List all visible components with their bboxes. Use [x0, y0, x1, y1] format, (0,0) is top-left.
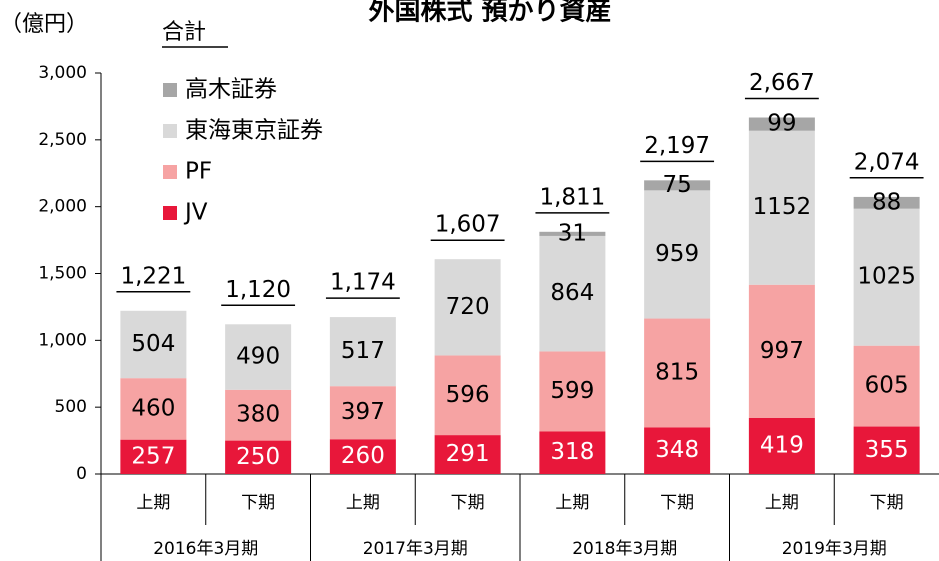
total-label: 2,667	[749, 70, 815, 96]
bar-segment	[539, 431, 606, 474]
y-tick-label: 1,000	[38, 330, 87, 350]
bar-segment	[539, 231, 606, 236]
bar-segment	[120, 310, 187, 379]
data-label: 997	[760, 338, 804, 364]
bar-segment	[539, 235, 606, 352]
bar-segment	[329, 439, 396, 474]
data-label: 31	[558, 220, 587, 246]
y-tick-label: 3,000	[38, 63, 87, 83]
chart-title: 外国株式 預かり資産	[368, 0, 611, 27]
data-label: 504	[131, 331, 175, 357]
data-label: 250	[236, 444, 280, 470]
bar-segment	[748, 284, 815, 418]
total-label: 1,174	[330, 270, 396, 296]
group-label: 2017年3月期	[363, 539, 468, 559]
data-label: 419	[760, 432, 804, 458]
legend-swatch	[163, 206, 177, 220]
bar-segment	[644, 180, 711, 191]
total-label: 1,607	[435, 212, 501, 238]
data-label: 596	[446, 382, 490, 408]
bar-segment	[434, 355, 501, 436]
data-label: 959	[655, 241, 699, 267]
x-tick-label: 下期	[660, 493, 694, 513]
total-label: 1,120	[225, 277, 291, 303]
y-tick-label: 0	[76, 464, 87, 484]
legend-swatch	[163, 83, 177, 97]
bar-segment	[644, 427, 711, 474]
data-label: 318	[550, 439, 594, 465]
bar-segment	[853, 345, 920, 427]
x-tick-label: 下期	[241, 493, 275, 513]
total-label: 1,811	[539, 184, 605, 210]
data-label: 355	[865, 437, 909, 463]
data-label: 260	[341, 443, 385, 469]
bar-segment	[329, 386, 396, 440]
bar-segment	[434, 259, 501, 356]
bar-segment	[329, 317, 396, 387]
total-label: 2,074	[854, 149, 920, 175]
bar-segment	[853, 196, 920, 209]
bar-segment	[748, 117, 815, 131]
bar-segment	[225, 324, 292, 390]
x-tick-label: 下期	[870, 493, 904, 513]
data-label: 257	[131, 443, 175, 469]
legend-swatch	[163, 165, 177, 179]
total-label: 1,221	[120, 263, 186, 289]
data-label: 99	[767, 111, 796, 137]
data-label: 720	[446, 294, 490, 320]
x-tick-label: 上期	[136, 493, 170, 513]
data-label: 490	[236, 344, 280, 370]
group-label: 2018年3月期	[572, 539, 677, 559]
bar-segment	[748, 417, 815, 474]
y-tick-label: 2,500	[38, 130, 87, 150]
data-label: 1025	[857, 264, 916, 290]
group-label: 2019年3月期	[782, 539, 887, 559]
data-label: 348	[655, 437, 699, 463]
data-label: 88	[872, 189, 901, 215]
y-tick-label: 1,500	[38, 264, 87, 284]
legend-label: PF	[185, 159, 212, 185]
total-label: 2,197	[644, 133, 710, 159]
bar-segment	[539, 351, 606, 432]
legend-label: JV	[183, 200, 208, 226]
group-label: 2016年3月期	[153, 539, 258, 559]
data-label: 291	[446, 441, 490, 467]
x-tick-label: 上期	[765, 493, 799, 513]
bar-segment	[644, 318, 711, 428]
bar-segment	[225, 440, 292, 474]
data-label: 517	[341, 338, 385, 364]
bar-segment	[644, 190, 711, 319]
data-label: 1152	[753, 194, 812, 220]
legend-label: 東海東京証券	[185, 118, 323, 144]
bar-segment	[225, 389, 292, 441]
bar-segment	[120, 378, 187, 440]
x-tick-label: 上期	[555, 493, 589, 513]
x-tick-label: 下期	[451, 493, 485, 513]
bar-segment	[853, 426, 920, 474]
x-tick-label: 上期	[346, 493, 380, 513]
legend-swatch	[163, 124, 177, 138]
bar-segment	[748, 130, 815, 285]
data-label: 864	[550, 280, 594, 306]
data-label: 599	[550, 378, 594, 404]
data-label: 397	[341, 399, 385, 425]
bar-segment	[853, 208, 920, 346]
data-label: 460	[131, 395, 175, 421]
data-label: 75	[662, 172, 691, 198]
total-label: 合計	[162, 20, 206, 45]
legend-label: 高木証券	[185, 77, 277, 103]
data-label: 815	[655, 360, 699, 386]
unit-label: （億円）	[0, 12, 88, 37]
y-tick-label: 2,000	[38, 197, 87, 217]
bar-segment	[434, 435, 501, 474]
data-label: 605	[865, 373, 909, 399]
data-label: 380	[236, 402, 280, 428]
bar-segment	[120, 439, 187, 474]
y-tick-label: 500	[55, 397, 87, 417]
